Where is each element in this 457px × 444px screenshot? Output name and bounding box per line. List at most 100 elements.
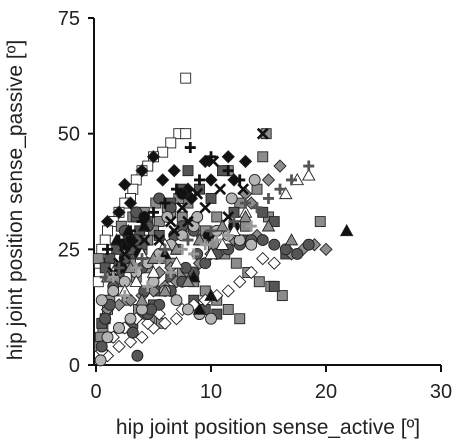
data-point-square [253, 276, 265, 288]
data-point-square [268, 280, 280, 292]
data-point-triangle [186, 270, 201, 283]
data-point-triangle [192, 302, 207, 315]
data-point-plus [205, 151, 217, 163]
data-point-x [191, 187, 204, 200]
data-point-triangle [227, 223, 241, 237]
data-point-plus [188, 248, 200, 260]
data-point-circle [99, 312, 112, 325]
data-point-x [153, 234, 166, 246]
data-point-triangle [204, 247, 218, 260]
data-point-triangle [146, 265, 161, 278]
data-point-square [180, 72, 192, 84]
data-point-plus [205, 225, 217, 237]
x-ticks: 0 10 20 30 [90, 365, 452, 403]
data-point-square [182, 165, 194, 177]
y-axis-label: hip joint position sense_passive [º] [4, 40, 27, 361]
data-point-triangle [129, 274, 144, 287]
x-axis: 0 10 20 30 [90, 364, 452, 403]
data-point-triangle [204, 288, 218, 301]
data-point-triangle [169, 256, 184, 269]
data-point-plus [194, 174, 205, 186]
data-point-square [211, 211, 223, 223]
y-axis: 0 25 50 75 [58, 8, 95, 377]
data-point-plus [125, 225, 136, 237]
data-point-square [276, 290, 288, 302]
data-point-plus [102, 243, 113, 255]
data-point-circle [131, 349, 144, 362]
data-point-diamond [319, 242, 333, 256]
data-point-square [104, 253, 116, 265]
data-point-plus [165, 266, 177, 278]
data-point-x [256, 127, 269, 140]
y-ticks: 0 25 50 75 [58, 8, 94, 377]
data-point-circle [302, 238, 315, 251]
data-point-diamond [204, 173, 218, 187]
data-point-diamond [123, 293, 138, 307]
data-point-diamond [123, 196, 138, 210]
data-point-plus [274, 183, 286, 195]
data-point-square [92, 253, 104, 265]
data-point-x [214, 183, 227, 196]
data-point-circle [170, 294, 183, 307]
x-tick-label: 0 [90, 381, 101, 403]
data-point-circle [291, 248, 304, 260]
data-point-triangle [301, 168, 316, 181]
x-axis-label: hip joint position sense_active [º] [116, 416, 420, 439]
data-point-plus [153, 253, 165, 265]
data-point-triangle [215, 237, 230, 250]
data-point-diamond [244, 265, 258, 280]
data-point-diamond [112, 205, 126, 219]
data-point-triangle [261, 219, 276, 232]
data-point-diamond [256, 251, 270, 266]
data-point-diamond [169, 312, 184, 326]
data-point-diamond [141, 316, 155, 330]
data-point-circle [126, 326, 139, 339]
data-point-square [205, 192, 217, 204]
data-point-circle [101, 331, 114, 344]
data-point-diamond [221, 284, 235, 298]
data-point-square [222, 304, 234, 315]
data-point-circle [107, 285, 120, 297]
data-point-circle [95, 340, 108, 353]
data-point-plus [228, 216, 240, 228]
data-point-diamond [238, 154, 253, 169]
data-point-triangle [284, 233, 299, 246]
data-point-triangle [339, 223, 354, 237]
data-point-diamond [233, 275, 247, 289]
data-point-diamond [167, 164, 181, 178]
data-point-x [138, 234, 151, 246]
data-point-x [118, 248, 131, 260]
data-point-plus [303, 160, 315, 172]
data-point-x [237, 183, 250, 196]
data-point-plus [184, 142, 196, 154]
data-point-circle [113, 322, 125, 334]
data-point-diamond [112, 339, 126, 354]
data-point-circle [95, 294, 108, 307]
x-tick-label: 30 [430, 381, 452, 403]
data-point-circle [182, 303, 194, 316]
data-point-triangle [181, 274, 195, 287]
data-point-diamond [135, 164, 149, 178]
data-point-x [199, 201, 212, 214]
data-point-x [176, 201, 189, 214]
data-point-square [157, 146, 169, 158]
data-point-x [168, 224, 181, 237]
data-point-diamond [261, 173, 276, 187]
data-point-triangle [278, 186, 293, 200]
data-point-circle [199, 257, 212, 270]
data-point-diamond [221, 150, 235, 164]
data-point-circle [136, 303, 148, 316]
data-point-plus [130, 262, 142, 274]
data-point-square [99, 234, 111, 246]
data-point-diamond [273, 159, 287, 173]
data-point-triangle [158, 284, 172, 297]
y-tick-label: 25 [58, 239, 80, 261]
x-tick-label: 10 [200, 381, 222, 403]
data-point-triangle [215, 219, 230, 232]
data-point-plus [148, 206, 159, 218]
data-point-diamond [146, 150, 161, 164]
data-point-diamond [100, 214, 115, 229]
data-point-plus [159, 243, 171, 255]
data-points [92, 72, 354, 367]
data-point-square [165, 137, 177, 149]
